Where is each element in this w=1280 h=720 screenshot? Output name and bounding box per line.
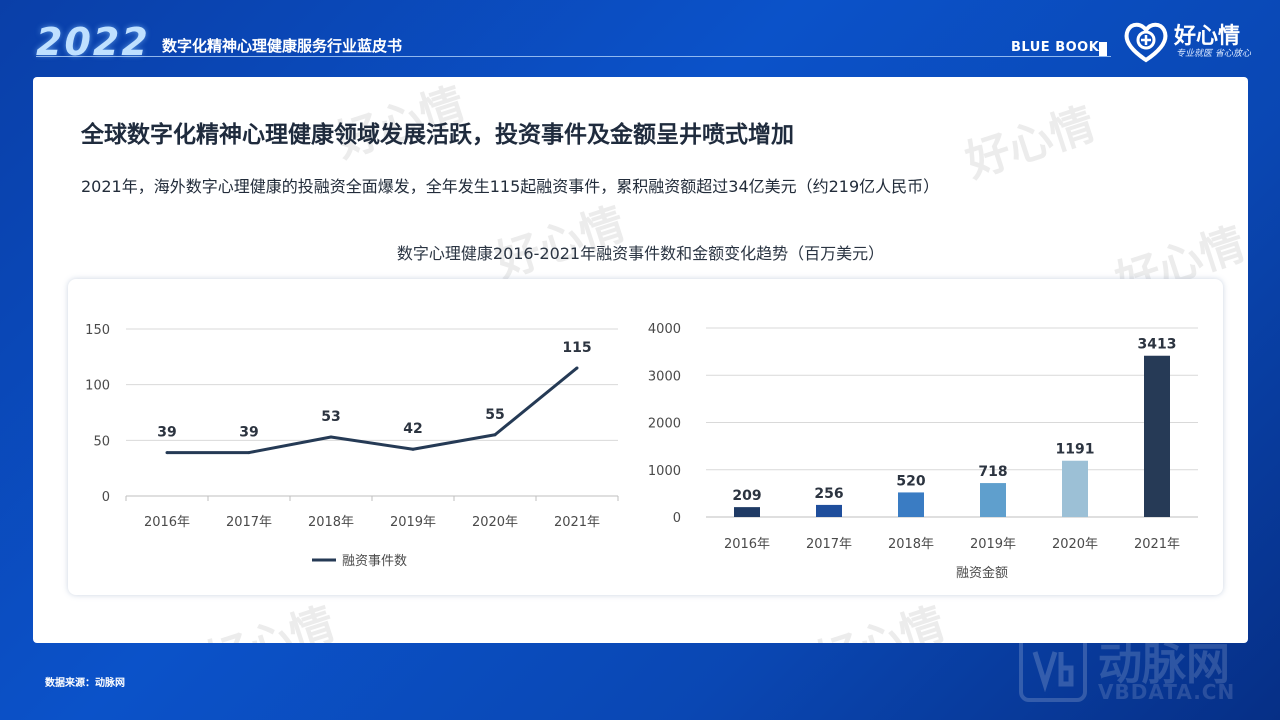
- y-tick-label: 100: [85, 379, 110, 394]
- y-tick-label: 1000: [648, 464, 681, 479]
- watermark: 好心情: [806, 588, 951, 643]
- report-year: 2022: [36, 20, 150, 64]
- data-label: 256: [814, 486, 843, 502]
- data-label: 115: [562, 340, 591, 356]
- x-tick-label: 2017年: [226, 515, 272, 530]
- y-tick-label: 2000: [648, 417, 681, 432]
- data-label: 39: [239, 425, 258, 441]
- blue-book-label: BLUE BOOK: [1011, 40, 1100, 55]
- slide-summary: 2021年，海外数字心理健康的投融资全面爆发，全年发生115起融资事件，累积融资…: [81, 177, 940, 196]
- bar: [816, 504, 842, 517]
- report-title: 数字化精神心理健康服务行业蓝皮书: [162, 37, 403, 55]
- data-point: [329, 435, 333, 439]
- bar-chart: 0 1000 2000 3000 4000 209 2016年 256 2017年 520 2018…: [648, 322, 1198, 581]
- x-tick-label: 2018年: [888, 537, 934, 552]
- x-axis-title: 融资金额: [956, 565, 1008, 581]
- data-label: 53: [321, 409, 340, 425]
- chart-panel: 0 50 100 150 2016年 2017年 2018年 2019年 2020年 2021年 3…: [68, 279, 1223, 595]
- vbdata-name: 动脉网: [1098, 639, 1230, 690]
- data-label: 1191: [1056, 442, 1095, 458]
- chart-title: 数字心理健康2016-2021年融资事件数和金额变化趋势（百万美元）: [396, 244, 885, 263]
- data-point: [247, 451, 251, 455]
- top-banner: 2022 数字化精神心理健康服务行业蓝皮书 BLUE BOOK 好心情 专业就医…: [0, 0, 1280, 70]
- data-source: 数据来源：动脉网: [45, 678, 125, 689]
- data-label: 520: [896, 473, 925, 489]
- bar: [1144, 355, 1170, 517]
- data-label: 718: [978, 464, 1007, 480]
- data-label: 55: [485, 407, 504, 423]
- brand-name: 好心情: [1174, 24, 1241, 49]
- x-tick-label: 2020年: [472, 515, 518, 530]
- legend-label: 融资事件数: [342, 554, 407, 569]
- line-chart: 0 50 100 150 2016年 2017年 2018年 2019年 2020年 2021年 3…: [85, 323, 619, 569]
- y-tick-label: 150: [85, 323, 110, 338]
- x-tick-label: 2016年: [144, 515, 190, 530]
- content-card: 好心情 好心情 好心情 好心情 好心情 好心情 全球数字化精神心理健康领域发展活…: [33, 77, 1248, 643]
- bar: [1062, 460, 1088, 517]
- x-tick-label: 2021年: [1134, 537, 1180, 552]
- vbdata-url: VBDATA.CN: [1098, 680, 1236, 704]
- x-tick-label: 2019年: [390, 515, 436, 530]
- blue-book-marker: [1099, 42, 1107, 56]
- x-tick-label: 2020年: [1052, 537, 1098, 552]
- data-label: 42: [403, 421, 422, 437]
- y-tick-label: 50: [93, 434, 110, 449]
- vbdata-logo-icon: [1019, 634, 1087, 702]
- brand-slogan: 专业就医 省心放心: [1176, 49, 1251, 59]
- x-tick-label: 2018年: [308, 515, 354, 530]
- y-tick-label: 4000: [648, 322, 681, 337]
- watermark: 好心情: [489, 198, 632, 288]
- bar: [898, 492, 924, 517]
- data-point: [575, 366, 579, 370]
- data-point: [493, 433, 497, 437]
- data-label: 209: [732, 488, 761, 504]
- series-line: [167, 366, 578, 455]
- x-tick-label: 2019年: [970, 537, 1016, 552]
- y-tick-label: 0: [102, 490, 110, 505]
- data-label: 3413: [1138, 337, 1177, 353]
- heart-logo-icon: [1124, 22, 1168, 63]
- slide-headline: 全球数字化精神心理健康领域发展活跃，投资事件及金额呈井喷式增加: [81, 122, 794, 148]
- bar: [734, 507, 760, 517]
- x-tick-label: 2021年: [554, 515, 600, 530]
- bar: [980, 483, 1006, 517]
- data-label: 39: [157, 425, 176, 441]
- y-tick-label: 3000: [648, 369, 681, 384]
- header-divider: [36, 56, 1111, 57]
- y-tick-label: 0: [673, 511, 681, 526]
- data-point: [411, 447, 415, 451]
- watermark: 好心情: [959, 98, 1102, 188]
- watermark: 好心情: [196, 588, 341, 643]
- x-tick-label: 2016年: [724, 537, 770, 552]
- data-point: [165, 451, 169, 455]
- x-tick-label: 2017年: [806, 537, 852, 552]
